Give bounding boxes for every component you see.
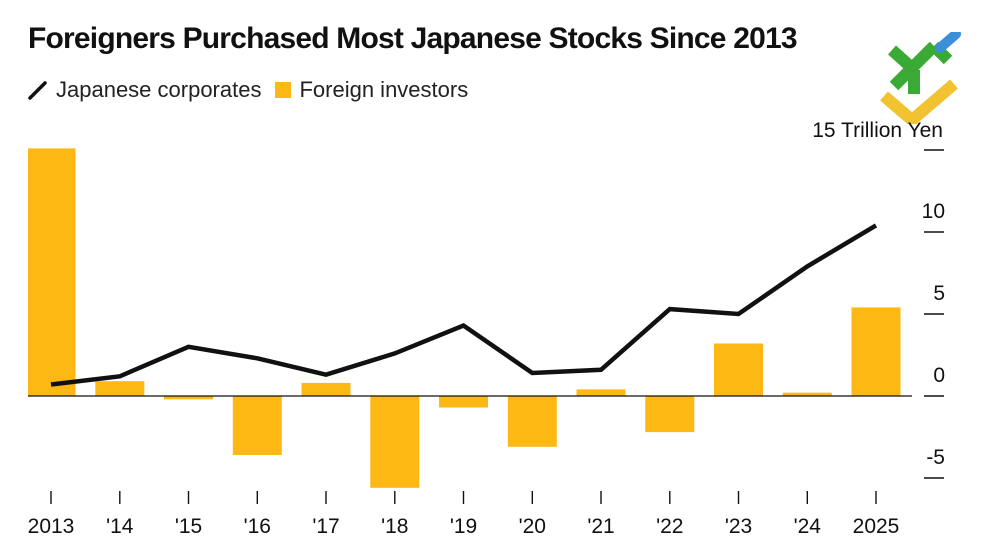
x-tick-label-1: '14: [106, 515, 134, 538]
bar-10: [714, 343, 763, 396]
bar-9: [645, 396, 695, 433]
legend-line-swatch: [28, 81, 47, 100]
line-layer: [50, 223, 878, 387]
bar-6: [439, 396, 488, 408]
line-japanese-corporates: [50, 223, 878, 387]
x-tick-label-4: '17: [312, 515, 339, 538]
y-tick-label-4: -5: [926, 446, 945, 469]
bar-3: [232, 396, 282, 455]
legend-line-label: Japanese corporates: [56, 77, 262, 102]
legend-item-bar: Foreign investors: [275, 77, 468, 103]
bar-4: [301, 382, 351, 396]
x-tick-label-5: '18: [381, 515, 408, 538]
x-tick-label-0: 2013: [28, 515, 75, 538]
y-unit-label: 15 Trillion Yen: [812, 119, 943, 142]
x-tick-label-12: 2025: [853, 515, 900, 538]
y-tick-label-3: 0: [933, 364, 945, 387]
chart-title: Foreigners Purchased Most Japanese Stock…: [28, 22, 798, 55]
x-tick-label-7: '20: [519, 515, 546, 538]
bar-2: [164, 396, 213, 400]
x-axis: 2013 '14 '15 '16 '17 '18 '19 '20 '21 '22 '23 '24 202…: [28, 491, 900, 538]
x-tick-label-11: '24: [794, 515, 822, 538]
bar-11: [782, 392, 832, 396]
legend-bar-label: Foreign investors: [299, 77, 469, 102]
bar-7: [507, 396, 557, 447]
bar-5: [370, 396, 420, 488]
y-tick-label-2: 5: [933, 282, 945, 305]
x-tick-label-10: '23: [725, 515, 752, 538]
y-axis: 10 5 0 -5: [922, 149, 945, 479]
brand-logo-icon: [880, 32, 961, 124]
bar-12: [851, 307, 901, 396]
bar-0: [28, 148, 76, 396]
x-tick-label-2: '15: [175, 515, 202, 538]
bar-8: [576, 389, 626, 396]
x-tick-label-8: '21: [587, 515, 614, 538]
legend: Japanese corporates Foreign investors: [28, 76, 482, 104]
x-tick-label-6: '19: [450, 515, 477, 538]
bar-1: [95, 381, 145, 396]
x-tick-label-3: '16: [244, 515, 271, 538]
y-tick-label-1: 10: [922, 200, 945, 223]
legend-bar-swatch: [275, 82, 292, 98]
legend-item-line: Japanese corporates: [28, 77, 261, 103]
bars-layer: [28, 148, 901, 488]
x-tick-label-9: '22: [656, 515, 683, 538]
